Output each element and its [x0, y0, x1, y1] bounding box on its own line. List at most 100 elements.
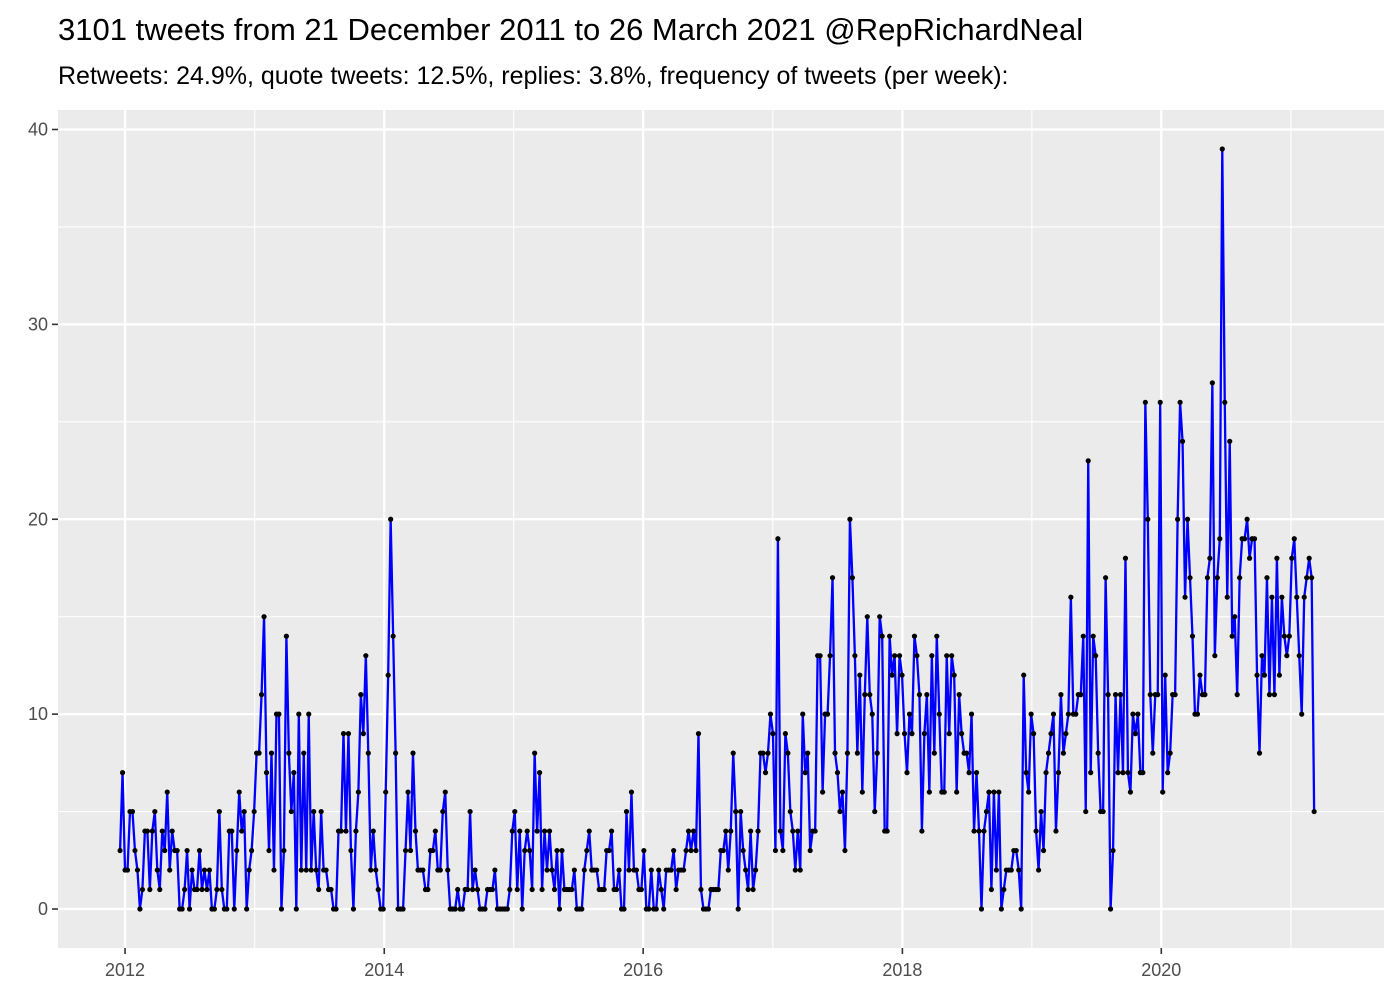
data-point: [976, 828, 982, 834]
data-point: [313, 867, 319, 873]
data-point: [1197, 672, 1203, 678]
data-point: [504, 906, 510, 912]
data-point: [266, 847, 272, 854]
data-point: [936, 711, 942, 717]
data-point: [780, 847, 786, 854]
data-point: [278, 906, 285, 912]
data-point: [301, 750, 307, 756]
data-point: [137, 906, 143, 912]
data-point: [872, 808, 878, 815]
data-point: [777, 828, 784, 834]
data-point: [455, 886, 461, 893]
data-point: [393, 750, 399, 756]
data-point: [246, 867, 252, 873]
data-point: [388, 516, 394, 522]
data-point: [906, 711, 913, 717]
data-point: [412, 828, 419, 834]
data-point: [1229, 633, 1235, 639]
data-point: [914, 653, 920, 659]
data-point: [931, 750, 937, 756]
data-point: [152, 808, 158, 815]
data-point: [616, 867, 622, 873]
data-point: [1018, 906, 1024, 912]
data-point: [966, 770, 972, 776]
data-point: [991, 789, 997, 795]
data-point: [263, 770, 270, 776]
y-tick-label: 20: [28, 509, 48, 529]
data-point: [1105, 692, 1111, 698]
data-point: [745, 886, 751, 893]
data-point: [685, 828, 692, 834]
data-point: [1217, 536, 1223, 542]
data-point: [896, 653, 903, 659]
data-point: [929, 653, 935, 659]
data-point: [802, 770, 808, 776]
data-point: [1013, 847, 1019, 854]
data-point: [859, 789, 865, 795]
data-point: [385, 672, 391, 678]
data-point: [529, 886, 535, 893]
data-point: [532, 750, 538, 756]
data-point: [465, 886, 471, 893]
data-point: [1031, 731, 1037, 737]
data-point: [770, 731, 776, 737]
data-point: [671, 847, 677, 854]
data-point: [772, 847, 779, 854]
data-point: [661, 906, 667, 912]
data-point: [199, 886, 205, 893]
data-point: [1127, 789, 1134, 795]
data-point: [1157, 399, 1163, 405]
data-point: [368, 867, 374, 873]
data-point: [509, 828, 515, 834]
data-point: [293, 906, 299, 912]
data-point: [752, 867, 759, 873]
data-point: [986, 789, 992, 795]
data-point: [154, 867, 160, 873]
data-point: [646, 906, 652, 912]
data-point: [1103, 575, 1109, 581]
data-point: [1048, 731, 1054, 737]
data-point: [1242, 536, 1248, 542]
x-tick-label: 2014: [364, 960, 404, 980]
data-point: [867, 692, 873, 698]
data-point: [743, 867, 749, 873]
data-point: [147, 886, 153, 893]
data-point: [539, 886, 545, 893]
data-point: [445, 867, 451, 873]
data-point: [606, 847, 612, 854]
data-point: [189, 867, 195, 873]
data-point: [430, 847, 436, 854]
data-point: [1269, 594, 1275, 600]
data-point: [633, 867, 640, 873]
data-point: [524, 828, 530, 834]
data-point: [316, 886, 322, 893]
data-point: [1296, 653, 1302, 659]
data-point: [854, 750, 860, 756]
data-point: [124, 867, 131, 873]
data-point: [792, 867, 798, 873]
data-point: [800, 711, 806, 717]
data-point: [348, 847, 354, 854]
data-point: [402, 847, 409, 854]
data-point: [949, 653, 955, 659]
data-point: [1304, 575, 1310, 581]
data-point: [184, 847, 190, 854]
data-point: [472, 867, 478, 873]
data-point: [186, 906, 193, 912]
data-point: [469, 886, 476, 893]
data-point: [1309, 575, 1315, 581]
x-tick-label: 2020: [1141, 960, 1181, 980]
y-tick-label: 0: [38, 899, 48, 919]
data-point: [1033, 828, 1039, 834]
data-point: [219, 886, 225, 893]
data-point: [306, 711, 312, 717]
data-point: [420, 867, 426, 873]
axes-layer: 2012 2014 2016 2018 2020 0 10 20 30 40: [28, 119, 1181, 980]
data-point: [817, 653, 823, 659]
data-point: [824, 711, 831, 717]
data-point: [857, 672, 863, 678]
data-point: [139, 886, 145, 893]
data-point: [206, 867, 213, 873]
data-point: [735, 906, 741, 912]
data-point: [1162, 672, 1168, 678]
